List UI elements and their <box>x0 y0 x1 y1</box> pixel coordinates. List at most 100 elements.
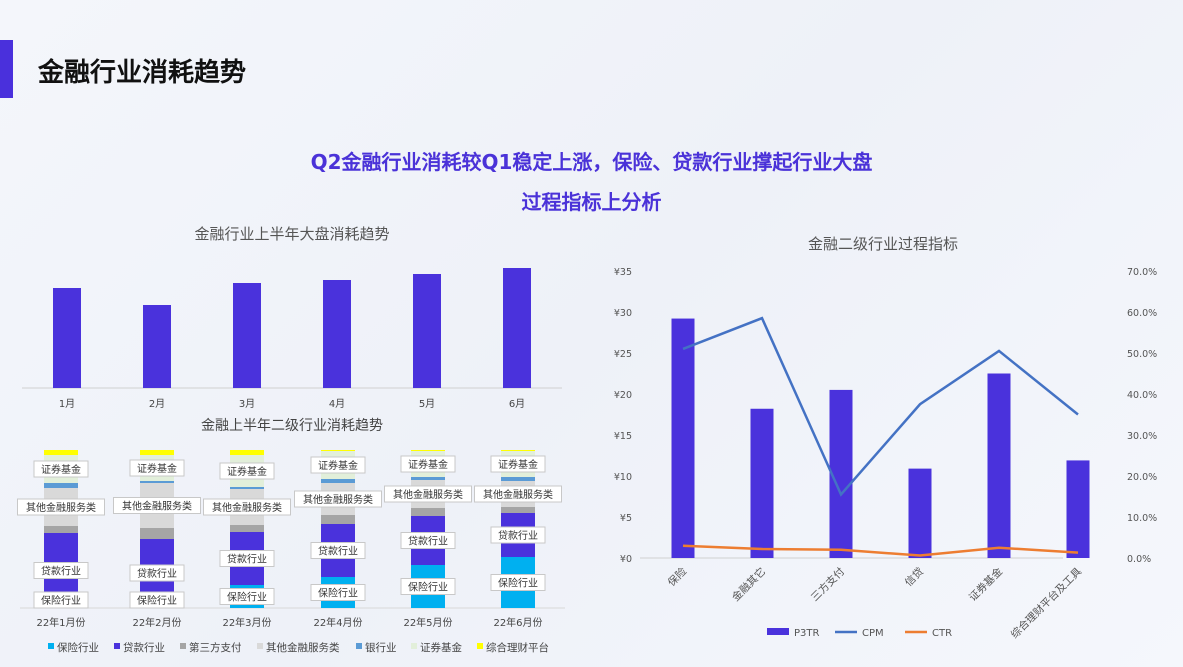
chart2-data-label-box <box>310 456 366 474</box>
chart2-data-label: 保险行业 <box>408 581 448 594</box>
chart2-data-label-box <box>490 455 546 473</box>
chart2-data-label-box <box>294 490 382 508</box>
chart2-data-label-box <box>113 497 201 514</box>
chart1-bar <box>413 274 441 388</box>
chart3-left-y-tick: ¥25 <box>614 349 632 360</box>
chart1-x-tick: 5月 <box>419 398 435 410</box>
chart2-segment <box>501 507 535 513</box>
chart2-segment <box>140 528 174 539</box>
chart2-x-tick: 22年6月份 <box>493 616 542 629</box>
chart2-segment <box>44 483 78 488</box>
chart2-data-label: 证券基金 <box>318 459 358 472</box>
chart3-legend-label: CPM <box>862 628 884 639</box>
chart2-segment <box>44 526 78 533</box>
chart3-left-y-tick: ¥0 <box>620 554 632 565</box>
title-accent-bar <box>0 40 13 98</box>
chart2-data-label: 贷款行业 <box>227 553 267 566</box>
chart2-segment <box>321 450 355 451</box>
chart3-left-y-tick: ¥15 <box>614 431 632 442</box>
chart3-x-tick: 信贷 <box>902 565 926 589</box>
chart2-legend-label: 其他金融服务类 <box>266 641 340 654</box>
chart2-data-label: 贷款行业 <box>408 535 448 548</box>
chart3-legend-label: P3TR <box>794 628 820 639</box>
chart2-segment <box>501 450 535 451</box>
chart2-data-label: 证券基金 <box>498 458 538 471</box>
chart3-title: 金融二级行业过程指标 <box>808 235 958 253</box>
chart3-p3tr-bar <box>750 408 774 558</box>
chart3-right-y-tick: 0.0% <box>1127 554 1151 565</box>
chart2-data-label-box <box>310 542 366 559</box>
chart2-data-label: 其他金融服务类 <box>212 501 282 514</box>
chart2-segment <box>230 450 264 455</box>
chart2-data-label: 其他金融服务类 <box>303 493 373 506</box>
chart2-data-label-box <box>310 584 366 601</box>
chart2-data-label: 贷款行业 <box>318 545 358 558</box>
chart2-data-label-box <box>17 498 105 516</box>
chart2-legend-label: 银行业 <box>365 641 397 654</box>
chart3-ctr-line <box>682 544 1079 557</box>
chart2-x-tick: 22年4月份 <box>313 616 362 629</box>
chart3-legend-label: CTR <box>932 628 952 639</box>
chart3-left-y-tick: ¥30 <box>614 308 632 319</box>
chart3-x-tick: 综合理财平台及工具 <box>1008 565 1084 641</box>
chart2-data-label-box <box>129 591 185 609</box>
chart2-legend-label: 证券基金 <box>420 641 462 654</box>
chart2-data-label: 其他金融服务类 <box>483 488 553 501</box>
chart2-x-tick: 22年5月份 <box>403 616 452 629</box>
chart3-p3tr-bar <box>908 468 932 558</box>
chart2-data-label: 证券基金 <box>227 465 267 478</box>
chart2-x-tick: 22年1月份 <box>36 616 85 629</box>
chart3-p3tr-bar <box>671 318 695 558</box>
chart2-data-label-box <box>490 526 546 544</box>
chart3-x-tick: 保险 <box>665 565 689 589</box>
chart3-right-y-tick: 10.0% <box>1127 513 1157 524</box>
chart2-data-label-box <box>33 460 89 478</box>
chart2-data-label: 贷款行业 <box>498 529 538 542</box>
chart2-segment <box>230 525 264 532</box>
chart2-data-label-box <box>474 485 562 503</box>
chart3-left-y-tick: ¥20 <box>614 390 632 401</box>
chart3-x-tick: 三方支付 <box>808 565 847 604</box>
chart2-x-tick: 22年3月份 <box>222 616 271 629</box>
chart1-x-tick: 6月 <box>509 398 525 410</box>
chart3-left-y-tick: ¥10 <box>614 472 632 483</box>
chart2-data-label-box <box>400 532 456 549</box>
chart2-segment <box>321 515 355 524</box>
chart2-data-label-box <box>203 498 291 516</box>
chart2-data-label-box <box>400 578 456 595</box>
chart3-x-tick: 证券基金 <box>966 565 1005 604</box>
chart2-data-label: 证券基金 <box>408 458 448 471</box>
chart1-bar <box>143 305 171 388</box>
chart1-x-tick: 4月 <box>329 398 345 410</box>
chart2-data-label-box <box>219 550 275 567</box>
chart2-title: 金融上半年二级行业消耗趋势 <box>201 418 383 434</box>
chart3-cpm-line <box>682 316 1079 497</box>
chart2-data-label-box <box>219 462 275 480</box>
chart2-segment <box>44 450 78 455</box>
chart3-left-y-tick: ¥35 <box>614 267 632 278</box>
page-title: 金融行业消耗趋势 <box>38 58 247 88</box>
chart2-legend-swatch <box>257 643 263 649</box>
chart2-data-label: 保险行业 <box>137 594 177 607</box>
chart2-segment <box>140 450 174 455</box>
chart1-bar <box>53 288 81 388</box>
chart3-p3tr-bar <box>1066 460 1090 558</box>
chart1-title: 金融行业上半年大盘消耗趋势 <box>194 225 389 243</box>
chart1-x-tick: 1月 <box>59 398 75 410</box>
chart2-x-tick: 22年2月份 <box>132 616 181 629</box>
chart2-legend-swatch <box>411 643 417 649</box>
chart3-right-y-tick: 20.0% <box>1127 472 1157 483</box>
chart2-data-label: 其他金融服务类 <box>393 488 463 501</box>
chart3-right-y-tick: 60.0% <box>1127 308 1157 319</box>
chart2-data-label: 贷款行业 <box>41 565 81 578</box>
chart2-data-label-box <box>33 562 89 579</box>
chart3-x-tick: 金融其它 <box>729 565 768 604</box>
chart2-data-label-box <box>219 588 275 605</box>
chart2-segment <box>411 477 445 480</box>
chart2-segment <box>411 450 445 451</box>
chart2-data-label: 保险行业 <box>318 587 358 600</box>
chart2-data-label: 保险行业 <box>498 577 538 590</box>
chart2-legend-swatch <box>477 643 483 649</box>
chart2-data-label-box <box>490 574 546 591</box>
